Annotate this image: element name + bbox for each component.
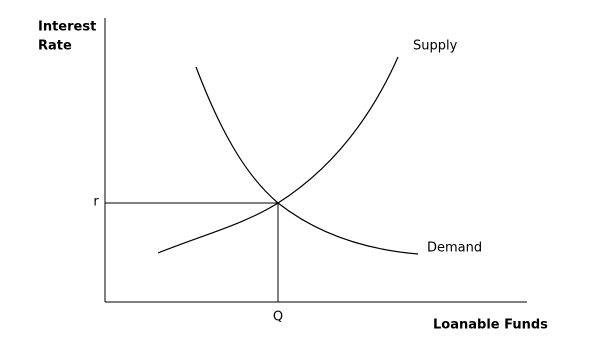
demand-curve	[195, 66, 419, 255]
quantity-label: Q	[273, 310, 283, 325]
x-axis-label: Loanable Funds	[433, 318, 548, 333]
y-axis-label: Rate	[38, 39, 72, 54]
demand-label: Demand	[427, 241, 482, 256]
supply-label: Supply	[413, 39, 458, 54]
y-axis-label: Interest	[38, 20, 96, 35]
rate-label: r	[93, 195, 99, 210]
